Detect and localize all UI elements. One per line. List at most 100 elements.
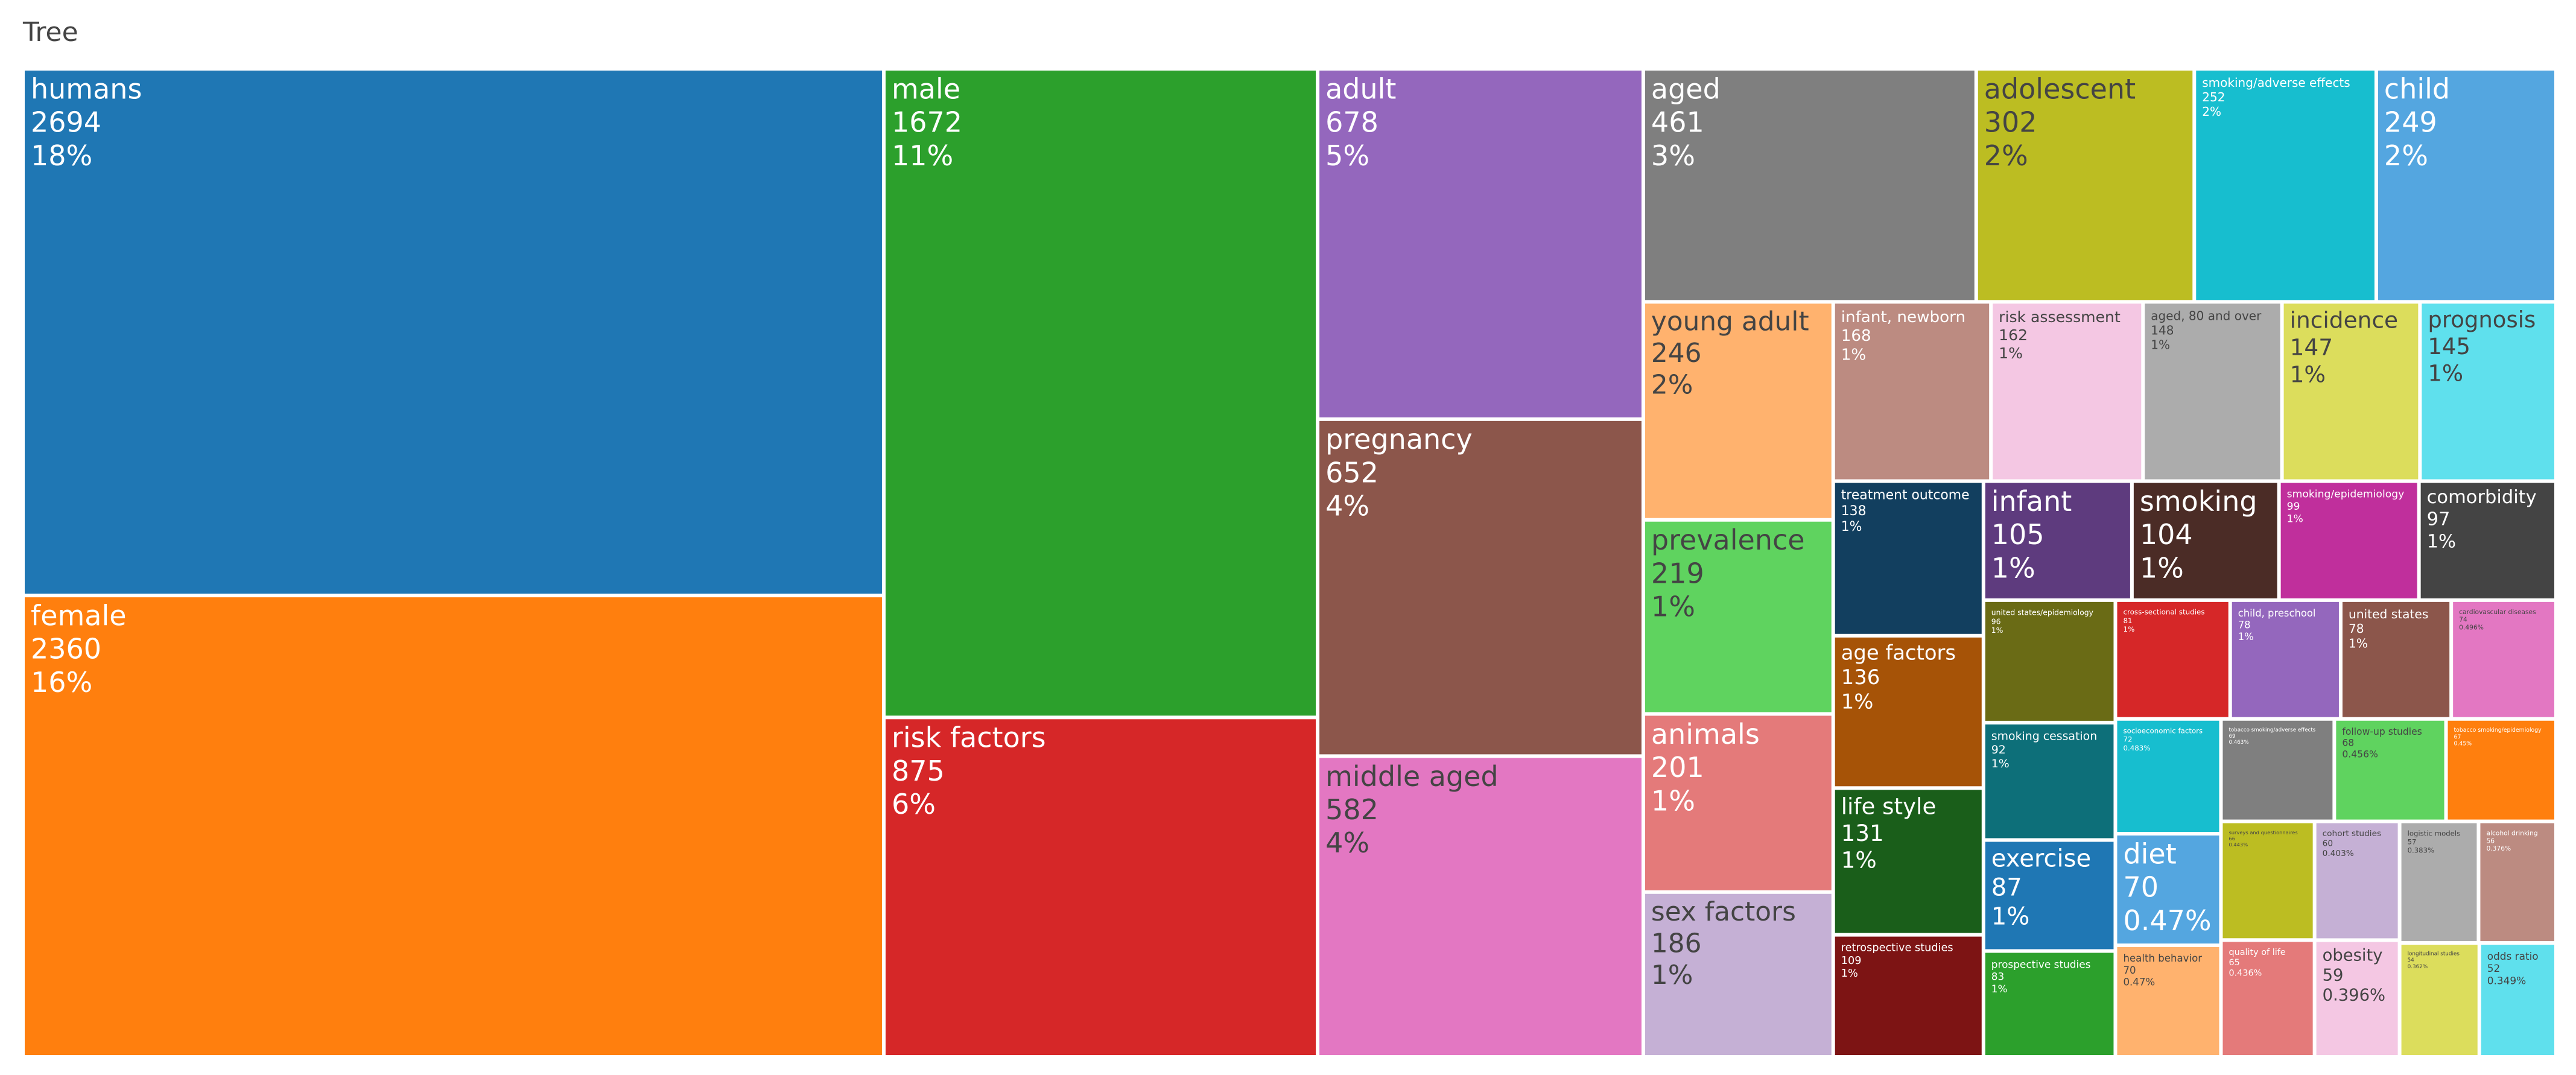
tile-value: 70 xyxy=(2123,871,2159,904)
tile-label: young adult xyxy=(1651,306,1809,337)
tile-label: infant, newborn xyxy=(1841,308,1965,326)
tile-value: 66 xyxy=(2229,836,2235,842)
tile-label: treatment outcome xyxy=(1841,488,1970,503)
tile-percent: 1% xyxy=(2238,631,2254,642)
tile-label: health behavior xyxy=(2123,953,2202,964)
tile-label: aged, 80 and over xyxy=(2151,309,2262,323)
tile-label: risk factors xyxy=(892,721,1046,754)
tile-label: prevalence xyxy=(1651,524,1805,556)
tile-value: 78 xyxy=(2238,620,2251,631)
tile-percent: 0.396% xyxy=(2323,986,2385,1004)
tile-label: incidence xyxy=(2290,306,2399,333)
tile-value: 1672 xyxy=(892,106,962,139)
tile xyxy=(1835,303,1990,480)
tile-percent: 1% xyxy=(1991,757,2010,770)
chart-title: Tree xyxy=(22,17,78,48)
tile-label: socioeconomic factors xyxy=(2123,727,2203,735)
tile xyxy=(1645,893,1832,1055)
tile-value: 74 xyxy=(2459,616,2467,624)
tile-value: 652 xyxy=(1325,456,1378,489)
tile-label: child xyxy=(2384,72,2450,105)
tile-label: comorbidity xyxy=(2427,487,2537,508)
tile xyxy=(2222,942,2313,1055)
tile-percent: 1% xyxy=(2123,625,2134,633)
tile-label: sex factors xyxy=(1651,896,1796,927)
tile-label: adult xyxy=(1325,72,1396,105)
tile xyxy=(1835,936,1982,1055)
tile-label: smoking/epidemiology xyxy=(2287,489,2405,501)
tile xyxy=(2316,823,2398,939)
tile xyxy=(1985,724,2114,839)
tile-value: 249 xyxy=(2384,106,2437,139)
tile-percent: 2% xyxy=(2384,139,2428,172)
tile-value: 68 xyxy=(2342,738,2354,749)
tile xyxy=(2336,720,2444,820)
tile-value: 87 xyxy=(1991,874,2022,901)
tile-label: child, preschool xyxy=(2238,607,2316,619)
tile-percent: 1% xyxy=(1991,551,2035,584)
tile-label: alcohol drinking xyxy=(2486,829,2537,837)
tile xyxy=(1835,637,1982,787)
tile-label: middle aged xyxy=(1325,760,1499,793)
tile-value: 97 xyxy=(2427,509,2451,530)
tile-label: smoking xyxy=(2140,485,2257,518)
tile-percent: 1% xyxy=(2287,513,2303,525)
tile-value: 54 xyxy=(2408,957,2415,963)
tile-percent: 6% xyxy=(892,788,936,820)
tile-value: 145 xyxy=(2428,334,2470,360)
tile-percent: 0.349% xyxy=(2487,974,2526,986)
tile xyxy=(1319,71,1642,417)
tile-percent: 2% xyxy=(2202,104,2221,119)
tile xyxy=(2117,836,2219,944)
tile-value: 246 xyxy=(1651,338,1702,369)
tile xyxy=(2133,483,2277,598)
tile-label: cross-sectional studies xyxy=(2123,608,2204,617)
tile-label: life style xyxy=(1841,793,1937,819)
tile xyxy=(2117,720,2219,832)
tile-label: prognosis xyxy=(2428,307,2536,333)
tile-value: 147 xyxy=(2290,334,2333,360)
tile xyxy=(2480,823,2554,942)
tile xyxy=(25,597,882,1055)
tile-value: 219 xyxy=(1651,557,1704,589)
tile xyxy=(2401,823,2477,942)
tile xyxy=(2117,947,2219,1055)
tile xyxy=(885,719,1316,1055)
tile-percent: 1% xyxy=(1651,784,1695,817)
tile-label: follow-up studies xyxy=(2342,726,2422,737)
tile-percent: 3% xyxy=(1651,139,1695,172)
tile-value: 57 xyxy=(2408,837,2417,846)
tile xyxy=(2280,483,2417,598)
tile xyxy=(1835,483,1982,634)
tile-label: obesity xyxy=(2323,947,2383,965)
tile-value: 201 xyxy=(1651,751,1704,784)
tile-percent: 1% xyxy=(2140,551,2184,584)
tile-value: 72 xyxy=(2123,735,2132,744)
tile-percent: 1% xyxy=(1841,519,1862,534)
tile-value: 92 xyxy=(1991,743,2006,756)
tile xyxy=(2283,303,2419,480)
tile xyxy=(1985,842,2114,950)
tile xyxy=(2145,303,2280,480)
tile-percent: 1% xyxy=(1841,847,1877,874)
tile xyxy=(2453,601,2554,717)
tile-label: aged xyxy=(1651,72,1721,105)
tile-value: 99 xyxy=(2287,501,2300,513)
tile-percent: 1% xyxy=(1651,591,1695,623)
tile xyxy=(2316,942,2398,1055)
tile-percent: 1% xyxy=(2349,636,2368,650)
tile-value: 56 xyxy=(2486,837,2495,845)
tile-percent: 1% xyxy=(1991,983,2008,995)
tile-label: animals xyxy=(1651,718,1760,750)
tile xyxy=(1645,71,1975,300)
tile xyxy=(25,71,882,594)
tile xyxy=(2420,483,2554,598)
tile-value: 168 xyxy=(1841,327,1871,345)
tile-value: 162 xyxy=(1999,326,2028,344)
tile-percent: 0.436% xyxy=(2229,968,2262,978)
tile xyxy=(1319,420,1642,755)
tile-percent: 11% xyxy=(892,139,953,172)
tile xyxy=(2448,720,2554,820)
tile xyxy=(1645,521,1832,712)
